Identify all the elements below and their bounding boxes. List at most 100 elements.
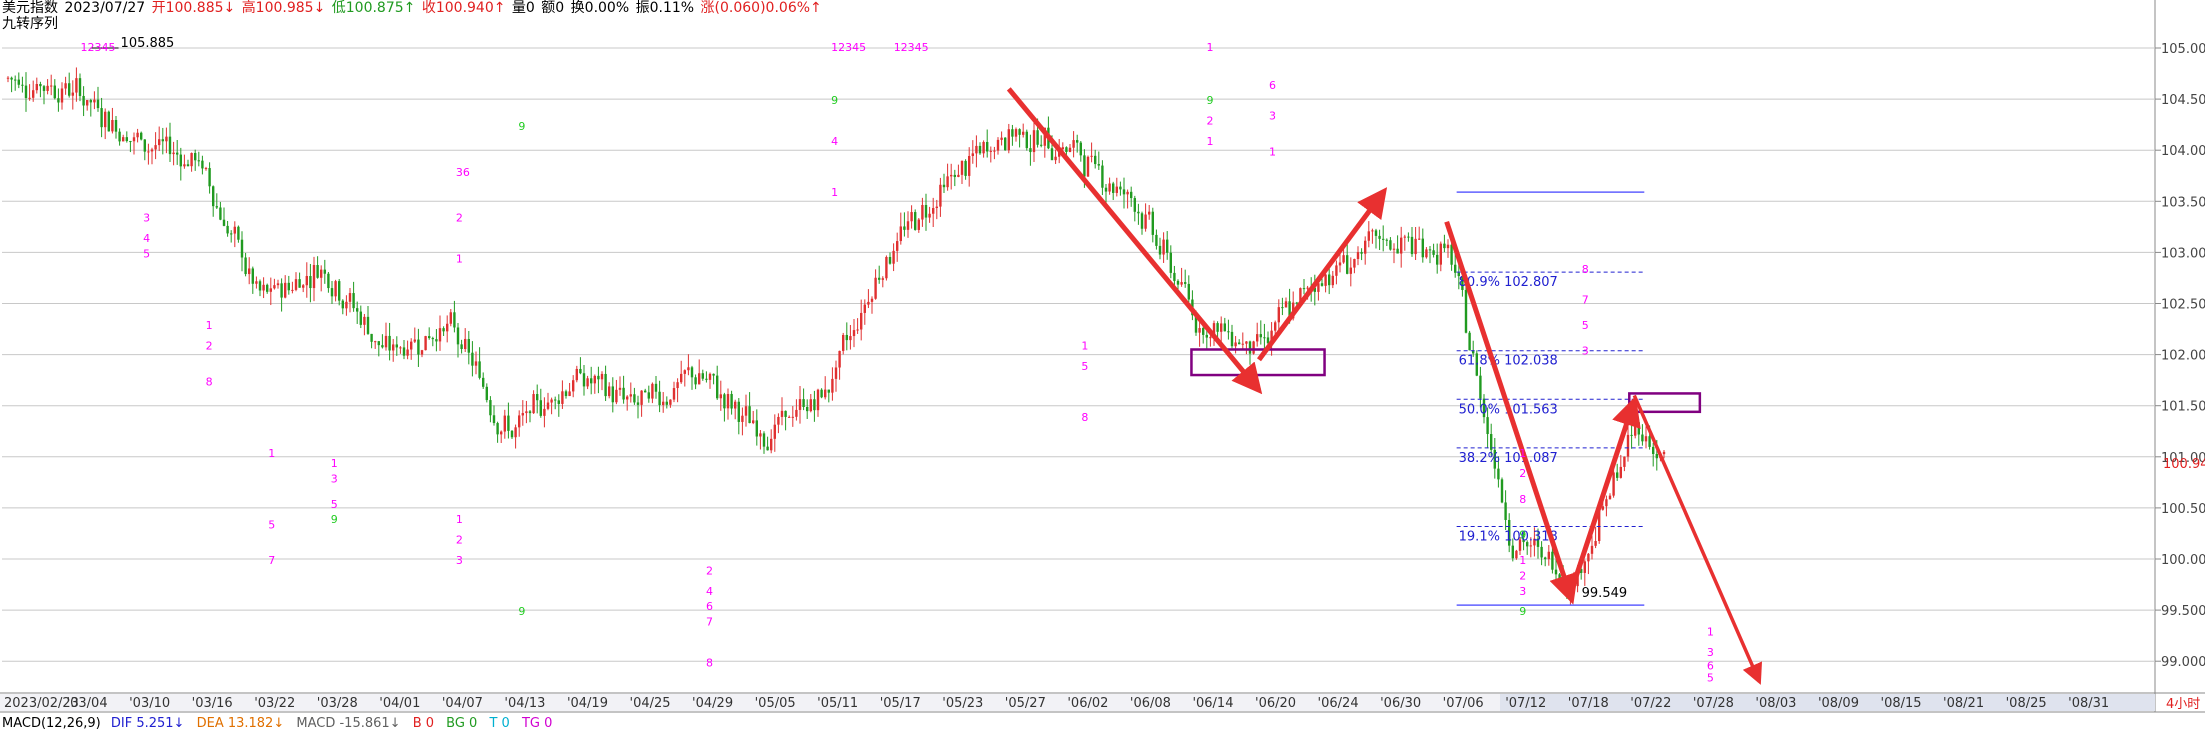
candle-body xyxy=(132,137,136,142)
close-value: 收100.940↑ xyxy=(421,0,506,16)
nine-sequence-label: 9 xyxy=(518,605,525,618)
candle-body xyxy=(312,265,316,289)
candle-body xyxy=(258,281,262,291)
macd-value: MACD -15.861↓ xyxy=(296,716,401,731)
macd-legend: MACD(12,26,9) DIF 5.251↓ DEA 13.182↓ MAC… xyxy=(2,716,560,732)
candle-body xyxy=(1324,274,1327,286)
change-value: 涨(0.060)0.06%↑ xyxy=(700,0,822,16)
candle-body xyxy=(129,141,132,143)
candle-body xyxy=(1616,472,1619,478)
candle-body xyxy=(1241,343,1244,345)
candle-body xyxy=(716,375,719,399)
candle-body xyxy=(528,411,532,414)
macd-bg: BG 0 xyxy=(446,716,478,731)
candle-body xyxy=(348,293,352,302)
candle-body xyxy=(460,344,463,350)
candle-body xyxy=(575,368,578,381)
candle-body xyxy=(1389,240,1392,250)
candle-body xyxy=(1349,267,1352,274)
candle-body xyxy=(888,256,892,264)
candle-body xyxy=(572,380,575,392)
macd-name: MACD(12,26,9) xyxy=(2,716,101,731)
candle-body xyxy=(906,221,910,230)
x-tick-label: '04/13 xyxy=(504,696,545,711)
nine-sequence-label: 1 xyxy=(1519,447,1526,460)
candle-body xyxy=(485,386,488,401)
candle-body xyxy=(964,160,967,176)
candle-body xyxy=(464,338,467,350)
candle-body xyxy=(672,388,676,400)
candle-body xyxy=(1176,280,1180,285)
candle-body xyxy=(885,256,888,279)
candle-body xyxy=(824,389,827,398)
candle-body xyxy=(10,77,13,80)
candle-body xyxy=(1598,509,1601,541)
candle-body xyxy=(849,336,852,341)
candle-body xyxy=(273,285,276,289)
y-tick-label: 100.500 xyxy=(2161,502,2205,517)
candle-body xyxy=(1032,130,1036,153)
candle-body xyxy=(1248,341,1252,354)
y-tick-label: 101.500 xyxy=(2161,400,2205,415)
candle-body xyxy=(611,386,614,403)
candle-body xyxy=(1302,288,1306,290)
candle-body xyxy=(21,84,24,86)
candle-body xyxy=(1115,186,1118,193)
nine-sequence-label: 4 xyxy=(706,585,713,598)
candle-body xyxy=(1522,539,1525,543)
candle-body xyxy=(330,288,334,297)
candle-body xyxy=(525,411,528,414)
candle-body xyxy=(269,288,272,292)
candle-body xyxy=(1284,301,1288,308)
nine-sequence-label: 2 xyxy=(1519,569,1526,582)
x-tick-label: '04/19 xyxy=(567,696,608,711)
y-tick-label: 101.000 xyxy=(2161,451,2205,466)
candle-body xyxy=(6,77,10,79)
candle-body xyxy=(1306,287,1309,289)
candle-body xyxy=(1212,323,1216,338)
candle-body xyxy=(1529,545,1532,547)
candle-body xyxy=(24,85,28,99)
x-tick-label: '05/05 xyxy=(755,696,796,711)
candle-body xyxy=(428,336,431,339)
nine-sequence-label: 8 xyxy=(706,656,713,669)
candle-body xyxy=(629,394,632,397)
candle-body xyxy=(1533,538,1536,546)
candle-body xyxy=(899,226,902,242)
candle-body xyxy=(838,350,841,368)
volume-value: 量0 xyxy=(511,0,535,16)
candle-body xyxy=(1007,129,1010,151)
candle-body xyxy=(1580,569,1583,573)
nine-sequence-label: 5 xyxy=(1582,319,1589,332)
nine-sequence-label: 2 xyxy=(706,564,713,577)
candle-body xyxy=(647,392,650,399)
candle-body xyxy=(1400,237,1403,254)
nine-sequence-label: 4 xyxy=(831,135,838,148)
nine-sequence-label: 6 xyxy=(1269,79,1276,92)
candle-body xyxy=(1029,148,1032,153)
candle-body xyxy=(366,316,370,334)
candle-body xyxy=(1454,264,1457,273)
candle-body xyxy=(1662,451,1666,455)
nine-sequence-label: 3 xyxy=(456,554,463,567)
candle-body xyxy=(708,373,712,380)
candle-body xyxy=(604,373,607,397)
candle-body xyxy=(982,141,985,154)
candle-body xyxy=(1461,276,1464,290)
x-tick-label: '06/20 xyxy=(1255,696,1296,711)
candle-body xyxy=(489,400,492,416)
candle-body xyxy=(536,394,539,401)
candle-body xyxy=(960,160,964,175)
candle-body xyxy=(1655,454,1658,459)
candle-body xyxy=(1050,148,1054,161)
candle-body xyxy=(953,174,956,177)
candle-body xyxy=(28,97,31,99)
x-tick-label: '08/25 xyxy=(2006,696,2047,711)
candle-body xyxy=(356,308,359,312)
nine-sequence-label: 1 xyxy=(1519,554,1526,567)
candle-body xyxy=(1612,472,1615,496)
x-tick-label: '03/22 xyxy=(254,696,295,711)
candle-body xyxy=(294,279,298,290)
candle-body xyxy=(510,430,514,438)
